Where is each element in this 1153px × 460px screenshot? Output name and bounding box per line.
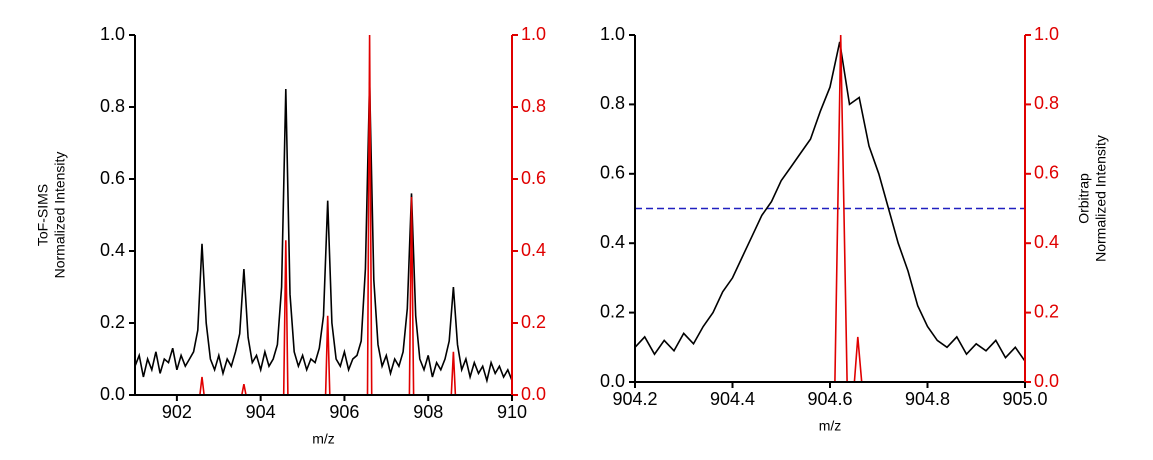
series-line (135, 34, 512, 396)
y2-tick-label: 0.6 (1034, 163, 1059, 183)
y2-tick-label: 1.0 (521, 24, 546, 44)
y2-axis-label: Normalized Intensity (1093, 135, 1109, 262)
x-tick-label: 904.2 (612, 389, 657, 409)
y-tick-label: 0.6 (100, 168, 125, 188)
x-tick-label: 910 (497, 402, 527, 422)
y-tick-label: 1.0 (600, 24, 625, 44)
y-tick-label: 0.2 (600, 301, 625, 321)
y-tick-label: 1.0 (100, 24, 125, 44)
y2-axis-label: Orbitrap (1076, 173, 1092, 224)
x-tick-label: 904 (246, 402, 276, 422)
y-axis-label: ToF-SIMS (35, 184, 51, 246)
y-tick-label: 0.6 (600, 163, 625, 183)
x-axis-label: m/z (819, 418, 842, 434)
x-axis-label: m/z (312, 431, 335, 447)
y-tick-label: 0.0 (600, 371, 625, 391)
x-tick-label: 906 (329, 402, 359, 422)
y-tick-label: 0.0 (100, 384, 125, 404)
x-tick-label: 904.4 (710, 389, 755, 409)
y2-tick-label: 0.4 (521, 240, 546, 260)
x-tick-label: 904.6 (807, 389, 852, 409)
y-tick-label: 0.4 (600, 232, 625, 252)
y-axis-label: Normalized Intensity (52, 152, 68, 279)
y2-tick-label: 0.8 (1034, 93, 1059, 113)
x-tick-label: 904.8 (905, 389, 950, 409)
y2-tick-label: 0.6 (521, 168, 546, 188)
y2-tick-label: 0.0 (1034, 371, 1059, 391)
y-tick-label: 0.4 (100, 240, 125, 260)
y2-tick-label: 1.0 (1034, 24, 1059, 44)
y-tick-label: 0.8 (100, 96, 125, 116)
x-tick-label: 908 (413, 402, 443, 422)
x-tick-label: 902 (162, 402, 192, 422)
y2-tick-label: 0.2 (1034, 301, 1059, 321)
y2-tick-label: 0.4 (1034, 232, 1059, 252)
y2-tick-label: 0.2 (521, 312, 546, 332)
series-line (634, 41, 1026, 362)
y2-tick-label: 0.0 (521, 384, 546, 404)
series-line (134, 81, 513, 384)
y2-tick-label: 0.8 (521, 96, 546, 116)
x-tick-label: 905.0 (1002, 389, 1047, 409)
y-tick-label: 0.8 (600, 93, 625, 113)
y-tick-label: 0.2 (100, 312, 125, 332)
